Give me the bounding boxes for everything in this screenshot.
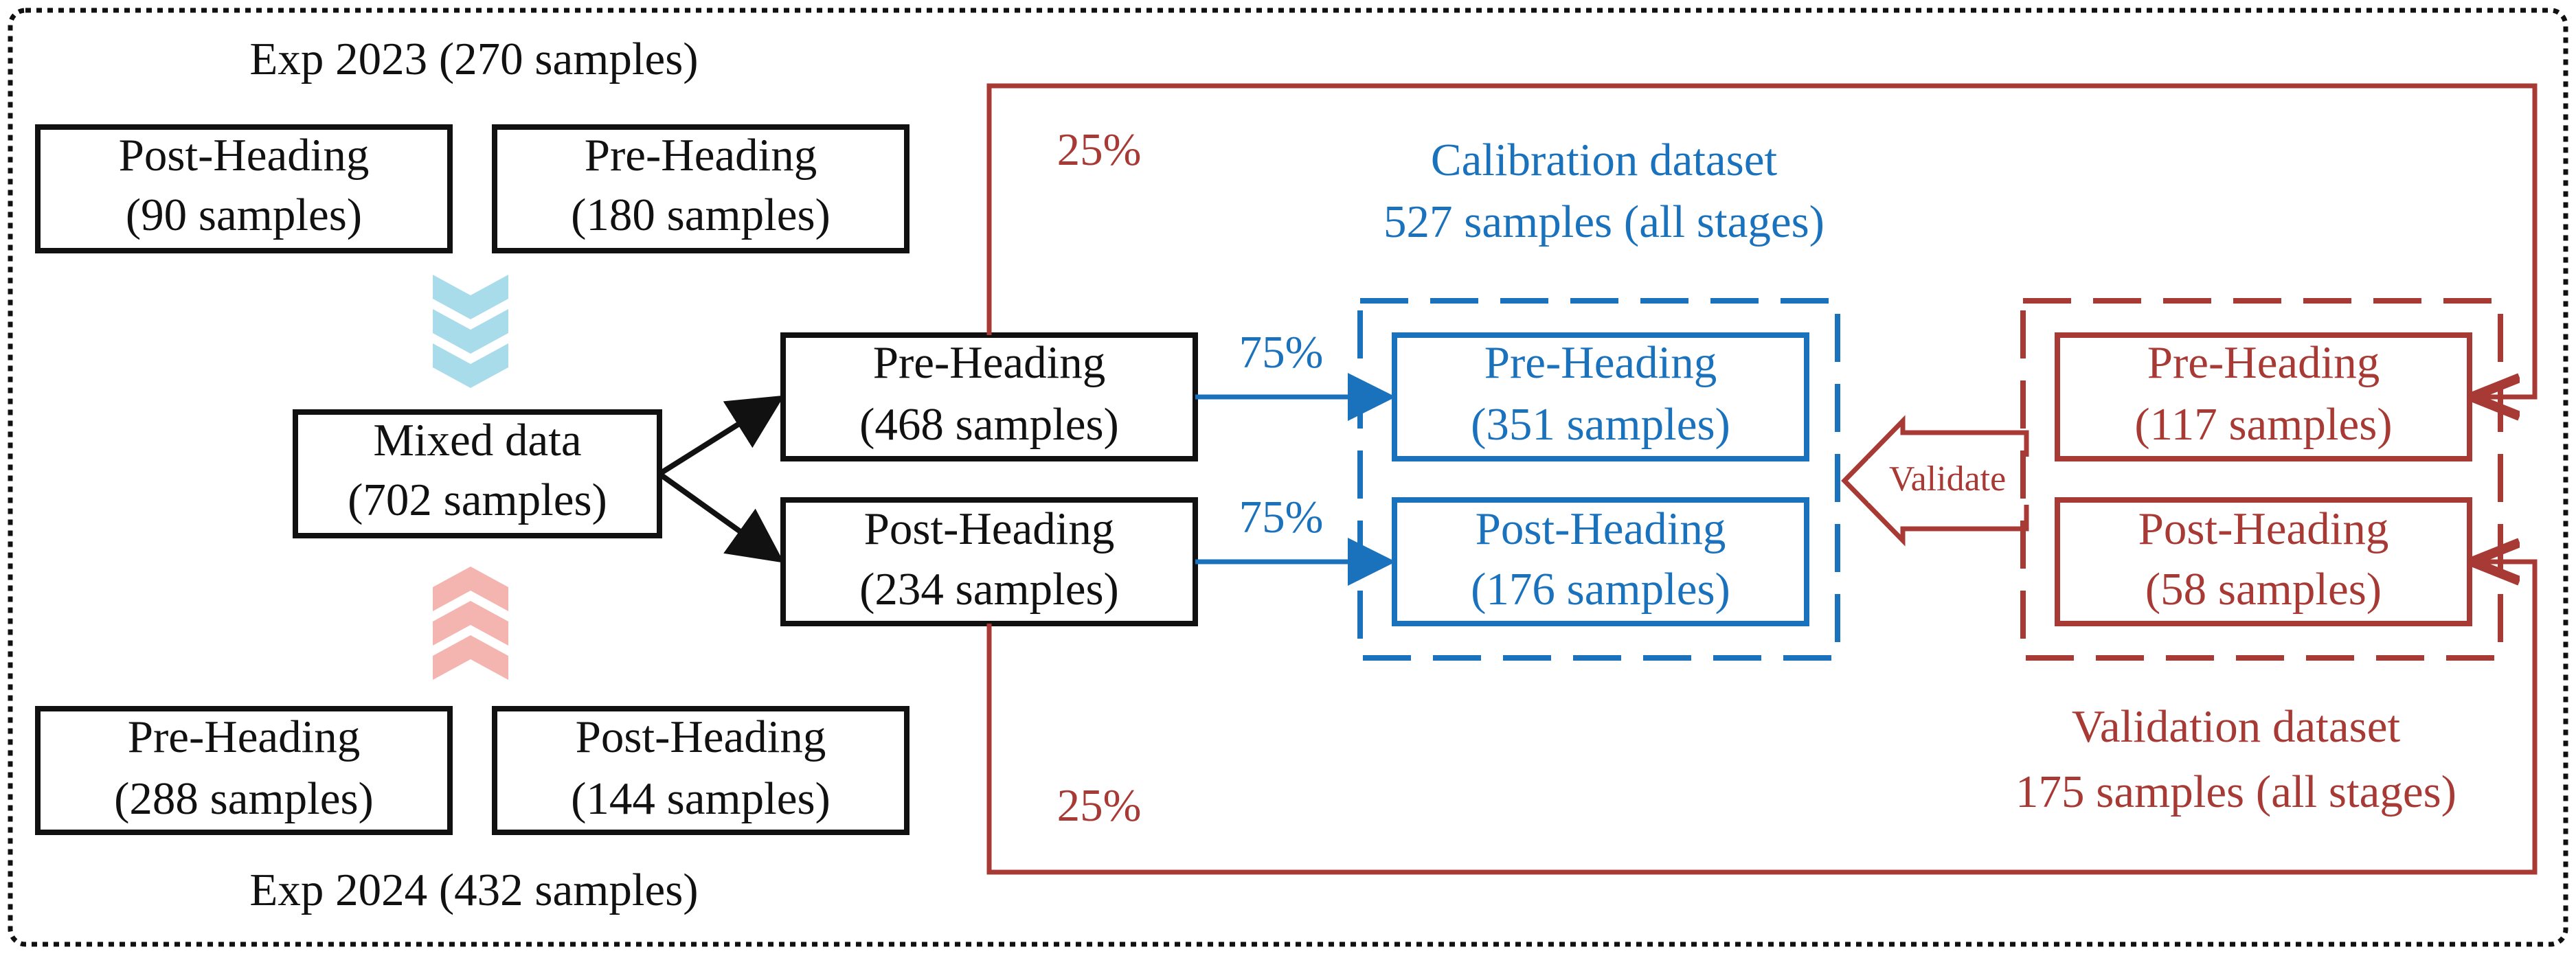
validate-label: Validate [1889,459,2006,499]
box-count: (702 samples) [348,475,607,525]
exp2023-pre-heading-box: Pre-Heading (180 samples) [492,124,909,253]
box-count: (351 samples) [1471,399,1730,450]
box-label: Post-Heading [119,130,370,181]
box-label: Post-Heading [864,503,1115,554]
box-label: Pre-Heading [128,711,361,762]
chevron-up-icon [433,567,508,680]
validation-title: Validation dataset [2072,701,2401,752]
exp2024-pre-heading-box: Pre-Heading (288 samples) [35,706,453,835]
box-count: (144 samples) [571,773,831,824]
box-label: Pre-Heading [585,130,817,181]
box-count: (234 samples) [859,564,1119,615]
box-count: (468 samples) [859,399,1119,450]
validation-route-bottom [986,562,2538,875]
box-count: (176 samples) [1471,564,1730,615]
split-post-heading-box: Post-Heading (234 samples) [780,497,1198,626]
box-count: (58 samples) [2145,564,2382,615]
validation-dashed-frame [2020,298,2503,661]
exp2023-post-heading-box: Post-Heading (90 samples) [35,124,453,253]
mixed-data-box: Mixed data (702 samples) [293,409,662,538]
validation-route-top [986,83,2538,397]
box-label: Pre-Heading [2147,337,2380,388]
chevron-down-icon [433,275,508,388]
exp2024-title: Exp 2024 (432 samples) [249,865,698,915]
validation-subtitle: 175 samples (all stages) [2015,766,2456,817]
percent-75-pre: 75% [1239,327,1324,378]
box-count: (288 samples) [114,773,374,824]
box-label: Post-Heading [1476,503,1726,554]
box-count: (117 samples) [2134,399,2392,450]
box-label: Post-Heading [576,711,826,762]
calibration-pre-heading-box: Pre-Heading (351 samples) [1392,332,1809,461]
validation-post-heading-box: Post-Heading (58 samples) [2055,497,2472,626]
percent-75-post: 75% [1239,492,1324,543]
box-count: (90 samples) [126,190,362,240]
calibration-subtitle: 527 samples (all stages) [1383,196,1824,247]
box-label: Post-Heading [2138,503,2389,554]
percent-25-top: 25% [1057,124,1142,175]
box-label: Mixed data [373,415,581,466]
arrow-to-pre-split [657,395,784,477]
box-label: Pre-Heading [873,337,1106,388]
exp2024-post-heading-box: Post-Heading (144 samples) [492,706,909,835]
validation-pre-heading-box: Pre-Heading (117 samples) [2055,332,2472,461]
percent-25-bottom: 25% [1057,780,1142,831]
exp2023-title: Exp 2023 (270 samples) [249,34,698,84]
arrow-to-post-split [657,471,784,563]
split-pre-heading-box: Pre-Heading (468 samples) [780,332,1198,461]
calibration-dashed-frame [1357,298,1840,661]
calibration-title: Calibration dataset [1431,135,1778,185]
validate-arrow-icon [1841,415,2033,547]
box-count: (180 samples) [571,190,831,240]
outer-frame [8,8,2568,947]
box-label: Pre-Heading [1484,337,1717,388]
calibration-post-heading-box: Post-Heading (176 samples) [1392,497,1809,626]
